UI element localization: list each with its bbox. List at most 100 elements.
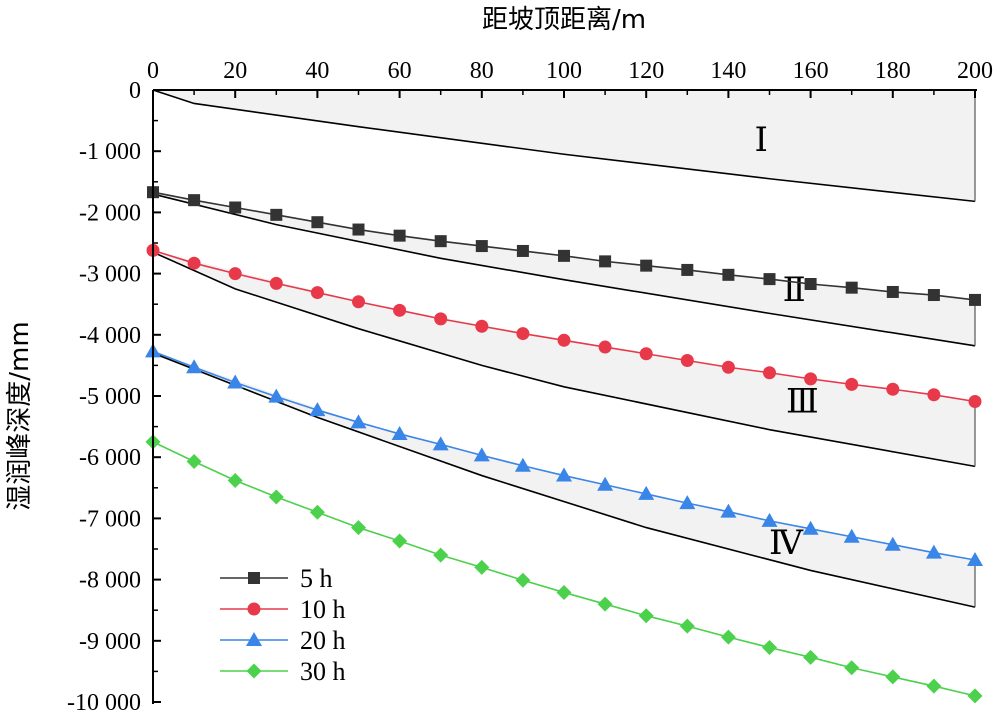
data-point [679, 495, 696, 510]
y-tick-label: 0 [129, 78, 141, 104]
y-tick-label: -9 000 [79, 629, 141, 655]
data-point [803, 649, 819, 665]
data-point [720, 629, 736, 645]
x-tick-label: 200 [957, 58, 993, 84]
data-point [679, 618, 695, 634]
data-point [804, 372, 818, 386]
legend-label: 20 h [300, 626, 346, 655]
data-point [720, 503, 737, 518]
data-point [187, 256, 201, 270]
series [145, 434, 983, 704]
data-point [186, 453, 202, 469]
data-point [227, 374, 244, 389]
series [146, 243, 982, 409]
data-point [927, 289, 940, 302]
data-point [926, 678, 942, 694]
data-point [884, 536, 901, 551]
data-point [843, 528, 860, 543]
data-point [845, 377, 859, 391]
data-point [270, 208, 283, 221]
data-point [473, 447, 490, 462]
x-tick-label: 140 [710, 58, 746, 84]
data-point [925, 544, 942, 559]
zone-label: Ⅳ [769, 525, 804, 562]
x-tick-label: 120 [628, 58, 664, 84]
data-point [968, 395, 982, 409]
x-tick-label: 100 [546, 58, 582, 84]
data-point [434, 312, 448, 326]
data-point [228, 267, 242, 281]
zone-lower-boundary [152, 89, 976, 203]
legend-label: 5 h [300, 564, 333, 593]
legend-item: 5 h [220, 564, 333, 593]
data-point [352, 295, 365, 309]
data-point [393, 303, 407, 317]
x-tick-label: 80 [470, 58, 494, 84]
legend-item: 10 h [220, 595, 346, 624]
data-point [352, 223, 365, 236]
legend: 5 h10 h20 h30 h [220, 564, 346, 686]
data-point [188, 194, 201, 207]
data-point [804, 278, 817, 291]
y-tick-label: -4 000 [79, 323, 141, 349]
y-tick-label: -6 000 [79, 445, 141, 471]
data-point [474, 559, 490, 575]
data-point [514, 457, 531, 472]
data-point [248, 572, 260, 584]
data-point [246, 632, 262, 646]
data-point [967, 688, 983, 704]
data-point [721, 360, 735, 374]
data-point [309, 402, 326, 417]
data-point [432, 436, 449, 451]
data-point [599, 255, 612, 268]
data-point [967, 552, 983, 567]
data-point [351, 520, 366, 536]
y-tick-label: -5 000 [79, 384, 141, 410]
zone-label: Ⅰ [755, 122, 768, 159]
data-point [761, 512, 778, 527]
data-point [392, 533, 408, 549]
legend-label: 10 h [300, 595, 346, 624]
series [145, 343, 983, 567]
data-point [557, 333, 571, 347]
series-lines [145, 186, 983, 704]
data-point [969, 293, 981, 306]
zone-area [153, 90, 975, 202]
data-point [186, 359, 203, 374]
x-tick-label: 180 [875, 58, 911, 84]
data-point [227, 472, 243, 488]
data-point [886, 285, 899, 298]
y-tick-label: -8 000 [79, 568, 141, 594]
data-point [229, 201, 242, 214]
data-point [886, 382, 900, 396]
data-point [268, 489, 284, 505]
x-tick-label: 40 [305, 58, 329, 84]
y-tick-label: -10 000 [67, 690, 141, 716]
data-point [393, 229, 406, 242]
data-point [680, 354, 694, 368]
y-tick-label: -1 000 [79, 139, 141, 165]
data-point [722, 268, 735, 281]
data-point [475, 319, 489, 333]
data-point [516, 327, 530, 341]
data-point [475, 240, 488, 253]
data-point [247, 602, 261, 616]
data-point [762, 640, 777, 656]
data-point [844, 660, 860, 676]
data-point [556, 467, 572, 482]
data-point [556, 584, 572, 600]
data-point [311, 216, 324, 229]
data-point [927, 388, 941, 402]
zone-label: Ⅱ [783, 272, 806, 309]
x-tick-label: 20 [223, 58, 247, 84]
x-axis-title: 距坡顶距离/m [482, 5, 646, 35]
data-point [638, 485, 655, 500]
zone-label: Ⅲ [786, 384, 819, 421]
data-point [597, 596, 613, 612]
y-tick-label: -7 000 [79, 506, 141, 532]
data-point [309, 504, 325, 520]
legend-item: 20 h [220, 626, 346, 655]
data-point [640, 259, 653, 272]
data-point [516, 244, 529, 257]
